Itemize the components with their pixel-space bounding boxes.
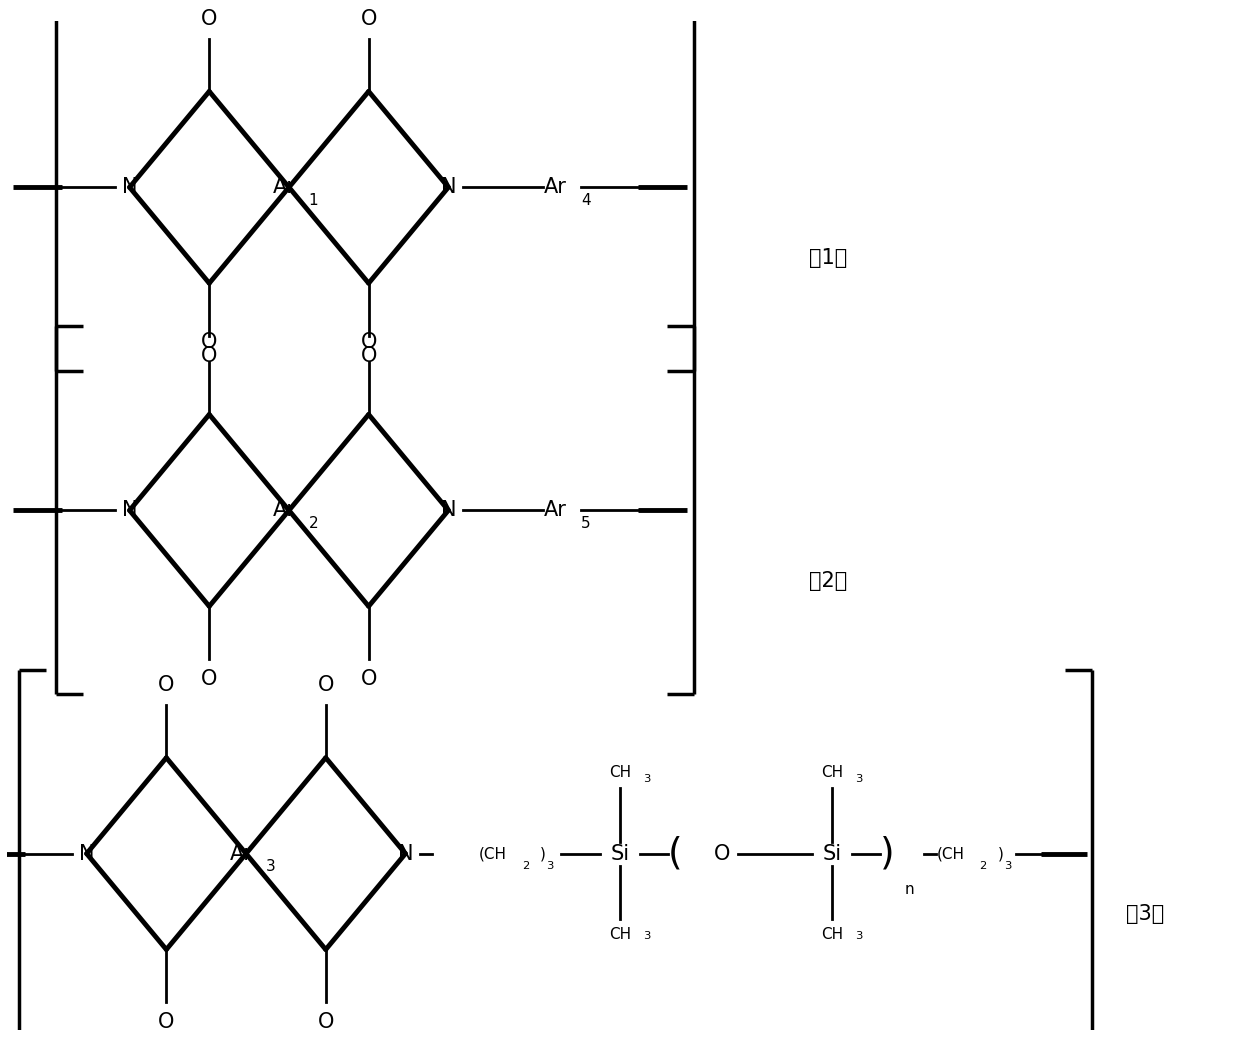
Text: Ar: Ar: [543, 177, 567, 197]
Text: 3: 3: [644, 931, 651, 942]
Text: (: (: [668, 835, 682, 872]
Text: O: O: [317, 675, 334, 695]
Text: 2: 2: [309, 516, 319, 531]
Text: （2）: （2）: [810, 572, 848, 591]
Text: 3: 3: [1003, 860, 1011, 871]
Text: （3）: （3）: [1126, 904, 1164, 924]
Text: O: O: [361, 670, 377, 689]
Text: O: O: [201, 346, 217, 366]
Text: CH: CH: [821, 765, 843, 780]
Text: O: O: [361, 8, 377, 28]
Text: CH: CH: [609, 765, 631, 780]
Text: O: O: [317, 1013, 334, 1033]
Text: n: n: [904, 882, 914, 897]
Text: 3: 3: [547, 860, 554, 871]
Text: O: O: [159, 675, 175, 695]
Text: N: N: [122, 177, 138, 197]
Text: O: O: [361, 332, 377, 351]
Text: 3: 3: [856, 774, 863, 784]
Text: O: O: [713, 844, 730, 864]
Text: N: N: [122, 501, 138, 520]
Text: ): ): [998, 846, 1003, 862]
Text: N: N: [79, 844, 94, 864]
Text: Ar: Ar: [229, 844, 253, 864]
Text: O: O: [201, 332, 217, 351]
Text: CH: CH: [609, 927, 631, 942]
Text: CH: CH: [821, 927, 843, 942]
Text: 3: 3: [265, 859, 275, 874]
Text: N: N: [398, 844, 413, 864]
Text: 2: 2: [522, 860, 529, 871]
Text: (CH: (CH: [479, 846, 507, 862]
Text: Si: Si: [610, 844, 630, 864]
Text: 4: 4: [580, 193, 590, 208]
Text: O: O: [361, 346, 377, 366]
Text: ): ): [880, 835, 894, 872]
Text: Ar: Ar: [273, 177, 295, 197]
Text: 3: 3: [856, 931, 863, 942]
Text: Ar: Ar: [543, 501, 567, 520]
Text: O: O: [201, 8, 217, 28]
Text: （1）: （1）: [810, 248, 848, 268]
Text: Ar: Ar: [273, 501, 295, 520]
Text: (CH: (CH: [936, 846, 965, 862]
Text: Si: Si: [822, 844, 842, 864]
Text: N: N: [440, 501, 456, 520]
Text: ): ): [541, 846, 546, 862]
Text: 5: 5: [580, 516, 590, 531]
Text: O: O: [159, 1013, 175, 1033]
Text: 1: 1: [309, 193, 319, 208]
Text: O: O: [201, 670, 217, 689]
Text: N: N: [440, 177, 456, 197]
Text: 3: 3: [644, 774, 651, 784]
Text: 2: 2: [980, 860, 987, 871]
